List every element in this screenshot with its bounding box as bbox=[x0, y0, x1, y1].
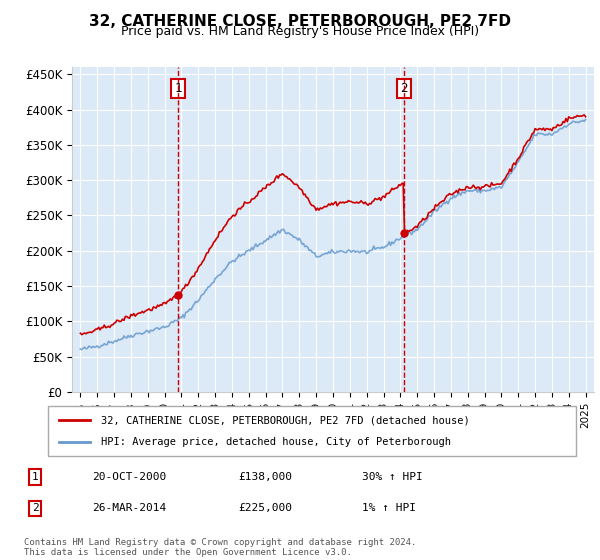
Text: 32, CATHERINE CLOSE, PETERBOROUGH, PE2 7FD (detached house): 32, CATHERINE CLOSE, PETERBOROUGH, PE2 7… bbox=[101, 415, 470, 425]
Text: 1: 1 bbox=[32, 472, 38, 482]
Text: 1% ↑ HPI: 1% ↑ HPI bbox=[362, 503, 416, 514]
Text: 30% ↑ HPI: 30% ↑ HPI bbox=[362, 472, 423, 482]
Text: £138,000: £138,000 bbox=[238, 472, 292, 482]
Text: HPI: Average price, detached house, City of Peterborough: HPI: Average price, detached house, City… bbox=[101, 437, 451, 447]
FancyBboxPatch shape bbox=[48, 406, 576, 456]
Text: 2: 2 bbox=[400, 82, 408, 95]
Text: 20-OCT-2000: 20-OCT-2000 bbox=[92, 472, 166, 482]
Text: Contains HM Land Registry data © Crown copyright and database right 2024.
This d: Contains HM Land Registry data © Crown c… bbox=[24, 538, 416, 557]
Text: Price paid vs. HM Land Registry's House Price Index (HPI): Price paid vs. HM Land Registry's House … bbox=[121, 25, 479, 38]
Text: 1: 1 bbox=[175, 82, 182, 95]
Text: £225,000: £225,000 bbox=[238, 503, 292, 514]
Text: 2: 2 bbox=[32, 503, 38, 514]
Text: 26-MAR-2014: 26-MAR-2014 bbox=[92, 503, 166, 514]
Text: 32, CATHERINE CLOSE, PETERBOROUGH, PE2 7FD: 32, CATHERINE CLOSE, PETERBOROUGH, PE2 7… bbox=[89, 14, 511, 29]
